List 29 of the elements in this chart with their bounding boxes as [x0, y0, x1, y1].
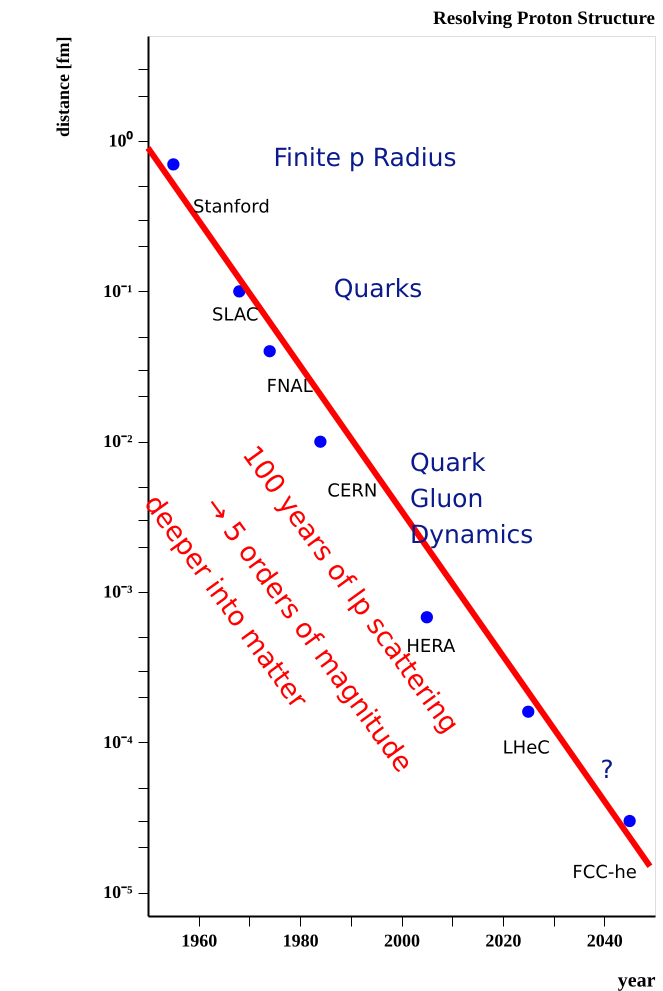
y-tick-label: 10⁰ — [108, 130, 134, 151]
point — [167, 158, 180, 170]
annotation: Stanford — [192, 196, 270, 218]
y-tick-label: 10⁻¹ — [103, 280, 132, 301]
annotation: Quarks — [334, 274, 422, 303]
y-tick-label: 10⁻³ — [103, 582, 134, 602]
x-tick-label: 1980 — [282, 930, 319, 950]
chart-title: Resolving Proton Structure — [432, 8, 655, 29]
annotation: SLAC — [212, 304, 258, 326]
point — [624, 814, 636, 828]
x-tick-label: 2000 — [384, 930, 420, 950]
point — [314, 436, 327, 448]
x-tick-label: 2020 — [485, 930, 522, 950]
annotation: FNAL — [266, 376, 313, 398]
y-tick-label: 10⁻⁴ — [103, 732, 134, 752]
x-axis-title: year — [618, 970, 656, 991]
annotation: CERN — [327, 480, 378, 502]
y-tick-label: 10⁻² — [103, 431, 132, 452]
x-tick-label: 2040 — [586, 930, 623, 950]
annotation: ? — [600, 755, 614, 784]
y-axis-title: distance [fm] — [53, 36, 74, 137]
point — [522, 706, 534, 718]
x-tick-label: 1960 — [181, 930, 218, 950]
y-tick-label: 10⁻⁵ — [103, 882, 134, 902]
annotation: Finite p Radius — [273, 143, 457, 172]
annotation: FCC-he — [572, 862, 637, 883]
point — [233, 285, 246, 298]
point — [264, 345, 276, 358]
annotation: LHeC — [502, 738, 550, 759]
